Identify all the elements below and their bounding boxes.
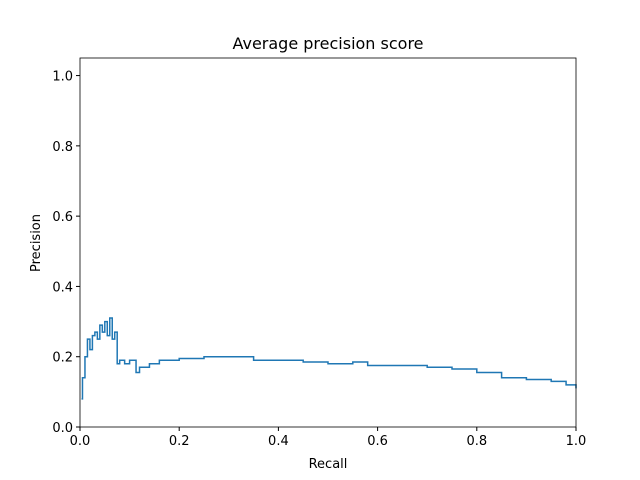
plot-frame (79, 57, 577, 428)
y-axis-label: Precision (29, 214, 44, 272)
y-tick-label: 0.8 (52, 140, 73, 155)
x-tick-label: 1.0 (566, 434, 587, 449)
y-tick-label: 0.4 (52, 280, 73, 295)
x-tick-label: 0.2 (169, 434, 190, 449)
x-tick-label: 0.8 (466, 434, 487, 449)
x-tick-label: 0.0 (70, 434, 91, 449)
x-tick-label: 0.4 (268, 434, 289, 449)
chart-title: Average precision score (232, 34, 423, 53)
y-tick-label: 0.2 (52, 351, 73, 366)
y-tick-label: 1.0 (52, 70, 73, 85)
pr-curve (81, 317, 577, 400)
y-tick-label: 0.6 (52, 210, 73, 225)
x-tick-label: 0.6 (367, 434, 388, 449)
y-tick-label: 0.0 (52, 421, 73, 436)
x-axis-label: Recall (309, 457, 348, 472)
